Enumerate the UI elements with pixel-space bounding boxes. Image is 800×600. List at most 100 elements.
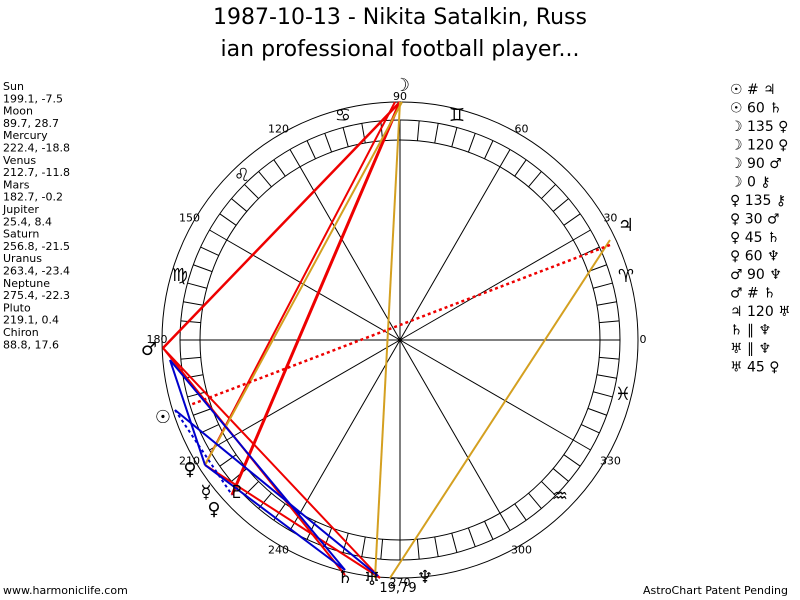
ring-tick [187,282,207,289]
planet-name: Mars [3,178,30,191]
planet-name: Venus [3,154,36,167]
ring-tick [231,198,248,212]
ring-tick [380,539,384,560]
planet-position: 222.4, -18.8 [3,142,70,155]
sign-glyph: ♌ [234,165,250,186]
aspect-row: ☽ 90 ♂ [730,156,782,172]
ring-tick [451,127,458,147]
ring-tick [361,536,366,557]
aspect-line [162,101,401,349]
planet-position: 89.7, 28.7 [3,117,59,130]
aspect-row: ♀ 30 ♂ [730,212,780,228]
ring-tick [187,391,207,398]
aspect-line [230,101,402,496]
ring-tick [416,539,420,560]
aspect-row: ♅ 45 ♀ [730,360,780,376]
ring-tick [563,454,581,467]
planet-glyph: ♀ [207,499,220,520]
planet-position: 275.4, -22.3 [3,289,70,302]
ring-tick [219,213,237,226]
planet-position: 219.1, 0.4 [3,314,59,327]
ring-tick [528,171,542,188]
degree-label: 330 [600,455,621,468]
ring-tick [541,184,556,199]
ring-tick [596,374,617,379]
planet-glyph: ♀ [183,459,196,480]
spoke [226,339,401,441]
ring-tick [306,140,316,159]
aspect-line [204,101,403,466]
planet-position: 25.4, 8.4 [3,215,52,228]
planet-position: 263.4, -23.4 [3,265,70,278]
aspect-row: ☽ 120 ♀ [730,138,788,154]
ring-tick [599,356,620,360]
ring-tick [499,512,511,531]
ring-tick [572,439,591,451]
ring-tick [289,149,301,168]
ring-tick [324,133,333,153]
aspect-row: ♅ ∥ ♆ [730,341,771,357]
aspect-line [189,243,611,407]
planet-position: 212.7, -11.8 [3,166,70,179]
aspect-list: ☉ # ♃ ☉ 60 ♄ ☽ 135 ♀ ☽ 120 ♀ ☽ 90 ♂ ☽ 0 ⚷ ♀ 13… [730,82,791,376]
ring-tick [541,481,556,496]
planet-name: Jupiter [2,203,39,216]
aspect-row: ♂ 90 ♆ [730,267,782,283]
ring-tick [599,320,620,324]
ring-tick [552,198,569,212]
planet-name: Pluto [3,301,31,314]
planet-glyph: ♇ [229,482,245,503]
ring-tick [200,424,219,434]
ring-tick [593,391,613,398]
planet-name: Chiron [3,326,39,339]
spoke [226,239,401,341]
planet-glyphs: ☽ ♃ ♂ ☉ ♀ ☿ ♇ ♄ ♅ ♆ ♀ [141,75,634,590]
ring-tick [434,123,439,144]
aspect-row: ♄ ∥ ♆ [730,323,771,339]
ring-tick [273,159,286,177]
aspect-row: ☽ 0 ⚷ [730,175,771,191]
spoke [299,339,401,514]
aspect-line [204,464,346,571]
planet-glyph: ♅ [364,569,380,590]
title: ian professional football player... [221,37,580,62]
ring-tick [180,356,201,360]
degree-label: 270 [390,576,411,589]
aspect-row: ☉ # ♃ [730,82,776,98]
planet-name: Moon [3,105,33,118]
ring-tick [514,503,527,521]
planet-name: Uranus [3,252,42,265]
planet-glyph: ♂ [141,339,157,360]
aspect-lines [162,101,611,579]
aspect-line [169,359,346,571]
planet-glyph: ☿ [200,482,211,503]
ring-tick [244,184,259,199]
bottom-label: 19,79 [379,581,416,596]
footer-left: www.harmoniclife.com [3,584,128,597]
ring-tick [219,454,237,467]
ring-tick [467,527,476,547]
planet-glyph: ☉ [155,407,171,428]
aspect-row: ♀ 45 ♄ [730,230,780,246]
ring-tick [552,468,569,482]
spoke [299,166,401,341]
sign-glyph: ♍ [172,265,188,286]
ring-tick [563,213,581,226]
aspect-line [174,409,233,496]
ring-tick [416,120,420,141]
aspect-line [162,347,381,579]
aspect-line [204,101,396,466]
planet-position: 88.8, 17.6 [3,338,59,351]
spoke [399,166,501,341]
planet-name: Sun [3,80,24,93]
planet-glyph: ☽ [394,75,410,96]
spoke [399,339,501,514]
aspect-line [374,101,401,579]
sign-glyph: ♒ [552,486,568,507]
ring-tick [342,127,349,147]
planet-position: 256.8, -21.5 [3,240,70,253]
sign-glyph: ♈ [618,266,634,287]
